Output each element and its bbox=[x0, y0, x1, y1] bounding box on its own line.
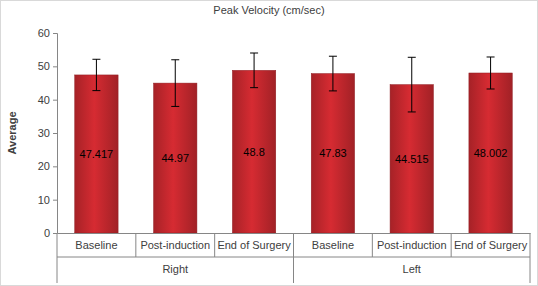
error-bar-stem bbox=[96, 59, 97, 90]
y-axis-line bbox=[53, 34, 58, 234]
group-separator bbox=[57, 257, 530, 258]
plot: 010203040506047.41744.9748.847.8344.5154… bbox=[38, 27, 531, 283]
y-tick-label: 30 bbox=[38, 127, 50, 139]
error-bar bbox=[92, 59, 100, 90]
x-tick-label: End of Surgery bbox=[217, 239, 291, 251]
error-bar-cap bbox=[92, 59, 100, 60]
x-tick: Post-induction bbox=[377, 233, 447, 251]
error-bar-cap bbox=[487, 56, 495, 57]
error-bar bbox=[408, 57, 416, 112]
group-label: Right bbox=[162, 263, 188, 275]
group-label: Left bbox=[403, 263, 421, 275]
chart-title: Peak Velocity (cm/sec) bbox=[213, 4, 324, 16]
y-tick-mark bbox=[53, 100, 57, 101]
error-bar-cap bbox=[171, 59, 179, 60]
y-tick-mark bbox=[53, 200, 57, 201]
error-bar-stem bbox=[332, 56, 333, 91]
error-bar-stem bbox=[175, 60, 176, 107]
data-label: 47.417 bbox=[80, 148, 114, 160]
data-label: 44.97 bbox=[161, 152, 189, 164]
data-label: 48.002 bbox=[474, 147, 508, 159]
error-bar bbox=[329, 56, 337, 91]
bar bbox=[232, 70, 275, 233]
x-tick: Baseline bbox=[75, 233, 117, 251]
y-tick-label: 0 bbox=[44, 227, 50, 239]
error-bar-cap bbox=[408, 111, 416, 112]
x-tick: End of Surgery bbox=[217, 233, 291, 251]
chart-border bbox=[1, 1, 538, 286]
x-tick: End of Surgery bbox=[454, 233, 528, 251]
y-tick: 40 bbox=[38, 94, 57, 106]
error-bar-stem bbox=[411, 57, 412, 112]
error-bar-cap bbox=[408, 57, 416, 58]
y-axis-title: Average bbox=[6, 111, 18, 154]
category-separator bbox=[57, 233, 58, 283]
data-labels: 47.417 44.97 48.8 47.83 44.515 48.002 bbox=[80, 146, 508, 165]
data-label: 48.8 bbox=[243, 146, 264, 158]
y-tick: 50 bbox=[38, 60, 57, 72]
x-tick-label: Post-induction bbox=[140, 239, 210, 251]
y-tick-label: 20 bbox=[38, 160, 50, 172]
category-separator bbox=[451, 233, 452, 257]
bar bbox=[311, 74, 354, 233]
y-tick: 20 bbox=[38, 160, 57, 172]
category-separator bbox=[214, 233, 215, 257]
bars bbox=[75, 53, 513, 233]
y-tick: 60 bbox=[38, 27, 57, 39]
error-bar bbox=[171, 60, 179, 107]
y-tick-label: 40 bbox=[38, 94, 50, 106]
x-tick: Post-induction bbox=[140, 233, 210, 251]
y-tick-label: 60 bbox=[38, 27, 50, 39]
error-bar-cap bbox=[250, 87, 258, 88]
error-bar-cap bbox=[250, 53, 258, 54]
category-separator bbox=[293, 233, 294, 283]
y-tick-mark bbox=[53, 233, 57, 234]
y-tick-label: 50 bbox=[38, 60, 50, 72]
category-separators bbox=[57, 233, 530, 283]
error-bar-cap bbox=[487, 88, 495, 89]
x-tick-label: Baseline bbox=[312, 239, 354, 251]
bar bbox=[469, 73, 512, 233]
category-separator bbox=[372, 233, 373, 257]
bar bbox=[75, 75, 118, 233]
error-bar-cap bbox=[92, 90, 100, 91]
error-bar-cap bbox=[329, 90, 337, 91]
y-tick-mark bbox=[53, 133, 57, 134]
chart: 010203040506047.41744.9748.847.8344.5154… bbox=[0, 0, 538, 286]
y-tick: 30 bbox=[38, 127, 57, 139]
y-axis: 0 10 20 30 40 50 60 bbox=[38, 27, 58, 239]
error-bar bbox=[250, 53, 258, 88]
x-tick: Baseline bbox=[312, 233, 354, 251]
error-bar-stem bbox=[490, 57, 491, 89]
x-tick-label: Post-induction bbox=[377, 239, 447, 251]
group-labels: Right Left bbox=[162, 263, 421, 275]
y-tick: 10 bbox=[38, 194, 57, 206]
y-tick-mark bbox=[53, 33, 57, 34]
x-tick-label: Baseline bbox=[75, 239, 117, 251]
data-label: 44.515 bbox=[395, 153, 429, 165]
error-bar bbox=[487, 57, 495, 89]
y-tick-mark bbox=[53, 166, 57, 167]
y-tick: 0 bbox=[44, 227, 57, 239]
x-tick-label: End of Surgery bbox=[454, 239, 528, 251]
y-tick-mark bbox=[53, 66, 57, 67]
category-separator bbox=[530, 233, 531, 283]
error-bar-cap bbox=[329, 56, 337, 57]
error-bar-cap bbox=[171, 106, 179, 107]
error-bar-stem bbox=[254, 53, 255, 88]
y-tick-label: 10 bbox=[38, 194, 50, 206]
category-separator bbox=[135, 233, 136, 257]
data-label: 47.83 bbox=[319, 147, 347, 159]
